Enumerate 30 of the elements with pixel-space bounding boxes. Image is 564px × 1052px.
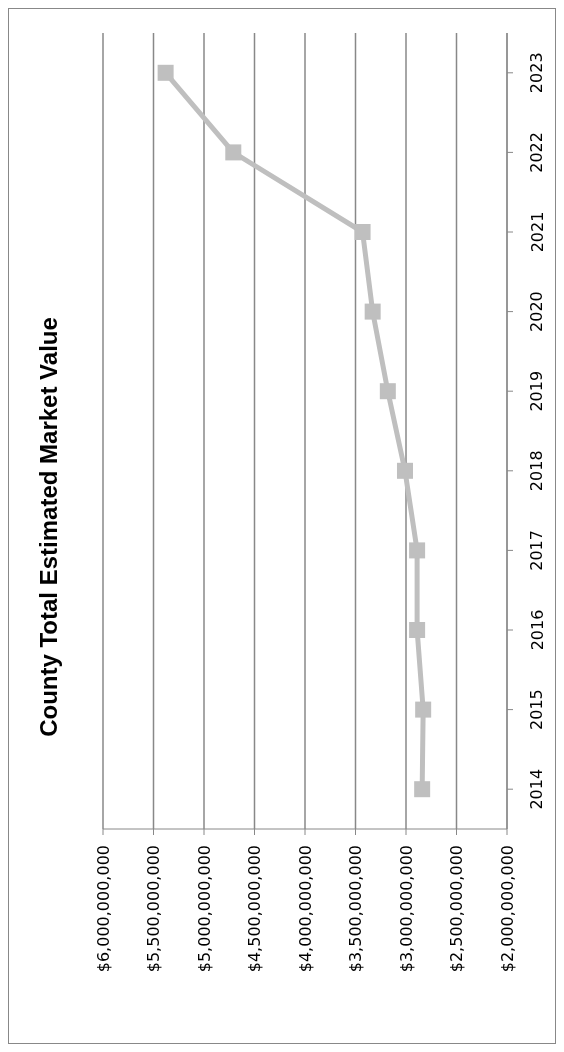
x-tick-label: $2,000,000,000 <box>497 845 517 973</box>
y-tick-label: 2016 <box>527 609 547 651</box>
y-tick-label: 2014 <box>527 768 547 810</box>
x-tick-label: $6,000,000,000 <box>93 845 113 973</box>
point <box>379 383 396 400</box>
point <box>354 224 371 240</box>
point <box>415 701 432 718</box>
y-tick-label: 2019 <box>527 370 547 412</box>
point <box>409 542 426 559</box>
y-tick-label: 2023 <box>527 52 547 94</box>
y-tick-label: 2017 <box>527 530 547 571</box>
x-tick-label: $4,500,000,000 <box>245 845 264 973</box>
point <box>396 462 413 479</box>
y-tick-label: 2018 <box>527 450 547 492</box>
y-tick-label: 2021 <box>527 211 547 253</box>
text: County Total Estimated Market Value <box>34 316 63 739</box>
point <box>364 303 381 320</box>
y-tick-label: 2015 <box>527 689 547 730</box>
x-tick-label: $5,000,000,000 <box>194 845 214 973</box>
point <box>157 64 174 81</box>
y-tick-label: 2020 <box>527 291 547 332</box>
x-tick-label: $2,500,000,000 <box>447 845 466 973</box>
point <box>414 781 431 798</box>
x-tick-label: $4,000,000,000 <box>295 845 315 973</box>
x-tick-label: $3,000,000,000 <box>396 845 416 973</box>
y-tick-label: 2022 <box>527 132 547 173</box>
x-tick-label: $5,500,000,000 <box>144 845 163 973</box>
x-tick-label: $3,500,000,000 <box>346 845 365 973</box>
point <box>225 144 242 161</box>
point <box>409 622 426 638</box>
